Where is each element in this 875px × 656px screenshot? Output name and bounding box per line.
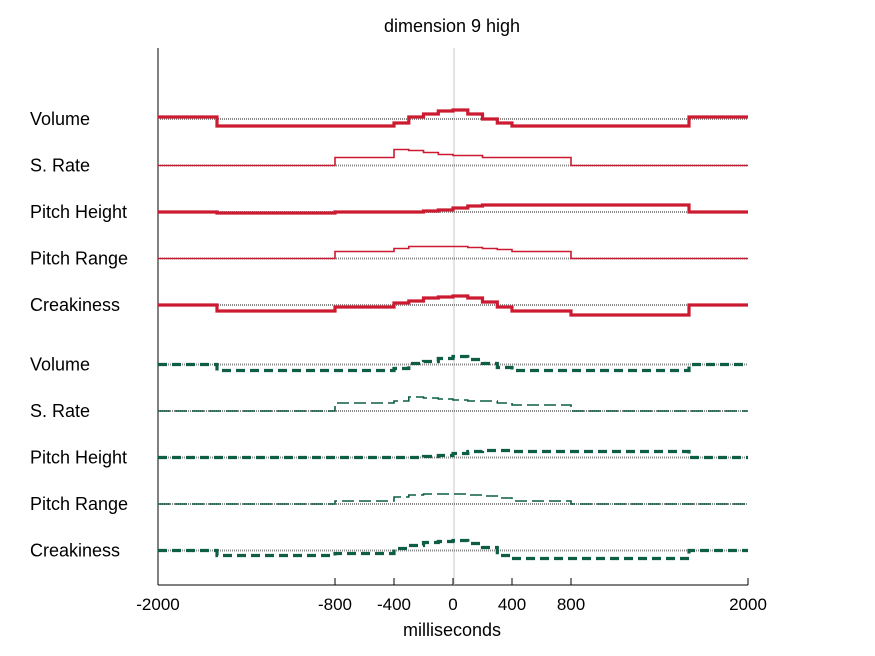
x-axis-ticks: -2000 -800 -400 0 400 800 2000 — [136, 578, 767, 614]
series-line-volume-green — [158, 354, 748, 373]
series-label: Pitch Range — [30, 249, 128, 269]
series-label: S. Rate — [30, 156, 90, 176]
series-label: Pitch Height — [30, 202, 127, 222]
series-label: Creakiness — [30, 295, 120, 315]
x-tick-label: 800 — [557, 595, 585, 614]
x-tick-label: -2000 — [136, 595, 179, 614]
series-label: Pitch Range — [30, 494, 128, 514]
x-tick-label: 0 — [448, 595, 457, 614]
series-line-creakiness-red — [158, 294, 748, 317]
x-tick-label: -400 — [377, 595, 411, 614]
x-tick-label: 2000 — [729, 595, 767, 614]
series-label: Pitch Height — [30, 448, 127, 468]
series-label: S. Rate — [30, 401, 90, 421]
plot-area: Volume S. Rate Pitch Height Pitch Range Crea… — [30, 108, 748, 561]
series-label: Volume — [30, 355, 90, 375]
series-line-s-rate-red — [158, 148, 748, 167]
series-label: Creakiness — [30, 541, 120, 561]
series-label: Volume — [30, 109, 90, 129]
series-line-pitch-range-green — [158, 493, 748, 505]
x-tick-label: -800 — [318, 595, 352, 614]
series-line-pitch-height-green — [158, 448, 748, 460]
chart-title: dimension 9 high — [384, 16, 520, 36]
series-line-volume-red — [158, 108, 748, 128]
series-line-pitch-height-red — [158, 203, 748, 215]
x-axis-label: milliseconds — [403, 620, 501, 640]
series-line-creakiness-green — [158, 538, 748, 561]
series-line-s-rate-green — [158, 396, 748, 412]
x-tick-label: 400 — [498, 595, 526, 614]
series-line-pitch-range-red — [158, 245, 748, 260]
